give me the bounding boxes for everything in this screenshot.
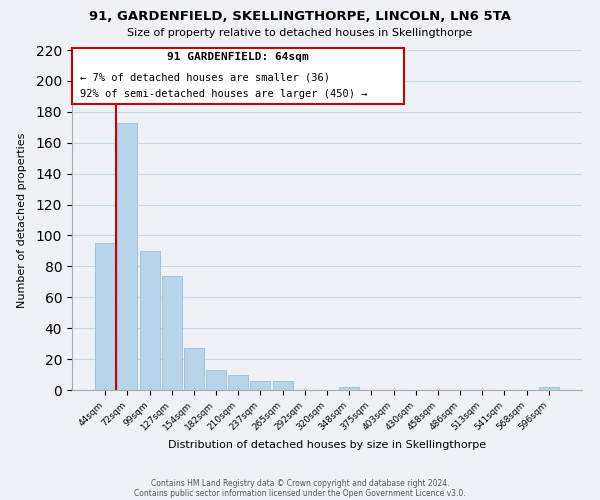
Text: Size of property relative to detached houses in Skellingthorpe: Size of property relative to detached ho… (127, 28, 473, 38)
Text: ← 7% of detached houses are smaller (36): ← 7% of detached houses are smaller (36) (80, 72, 329, 82)
Text: Contains HM Land Registry data © Crown copyright and database right 2024.: Contains HM Land Registry data © Crown c… (151, 478, 449, 488)
Text: 91, GARDENFIELD, SKELLINGTHORPE, LINCOLN, LN6 5TA: 91, GARDENFIELD, SKELLINGTHORPE, LINCOLN… (89, 10, 511, 23)
Text: 91 GARDENFIELD: 64sqm: 91 GARDENFIELD: 64sqm (167, 52, 308, 62)
Bar (95, 243, 115, 390)
Bar (539, 387, 559, 390)
Y-axis label: Number of detached properties: Number of detached properties (17, 132, 28, 308)
X-axis label: Distribution of detached houses by size in Skellingthorpe: Distribution of detached houses by size … (168, 440, 486, 450)
Bar (250, 380, 271, 390)
Bar (162, 276, 182, 390)
Bar (228, 374, 248, 390)
Bar (339, 387, 359, 390)
Text: Contains public sector information licensed under the Open Government Licence v3: Contains public sector information licen… (134, 488, 466, 498)
Text: 92% of semi-detached houses are larger (450) →: 92% of semi-detached houses are larger (… (80, 89, 367, 99)
Bar (118, 122, 137, 390)
FancyBboxPatch shape (72, 48, 404, 104)
Bar (206, 370, 226, 390)
Bar (140, 251, 160, 390)
Bar (272, 380, 293, 390)
Bar (184, 348, 204, 390)
